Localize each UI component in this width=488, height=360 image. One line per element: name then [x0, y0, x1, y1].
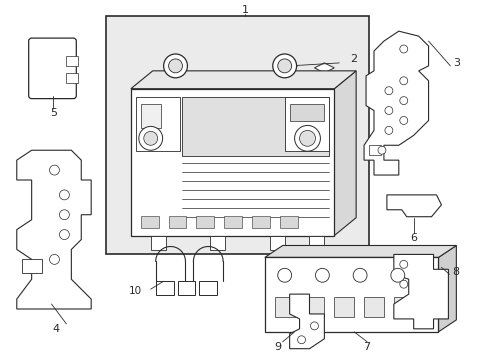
- Circle shape: [60, 210, 69, 220]
- Polygon shape: [210, 235, 224, 251]
- Circle shape: [384, 107, 392, 114]
- Text: 7: 7: [363, 342, 370, 352]
- Circle shape: [143, 131, 157, 145]
- Bar: [284, 96, 328, 151]
- Polygon shape: [386, 195, 441, 217]
- Polygon shape: [150, 235, 165, 251]
- Circle shape: [310, 322, 318, 330]
- Polygon shape: [269, 235, 284, 251]
- Circle shape: [399, 77, 407, 85]
- Bar: [182, 96, 328, 156]
- Bar: [334, 297, 353, 317]
- Polygon shape: [334, 71, 355, 235]
- Bar: [141, 104, 161, 129]
- Bar: [364, 297, 383, 317]
- Polygon shape: [264, 246, 455, 257]
- Circle shape: [49, 255, 60, 264]
- Bar: [274, 297, 294, 317]
- Bar: [168, 216, 186, 228]
- Polygon shape: [289, 294, 324, 349]
- Text: 3: 3: [452, 58, 459, 68]
- FancyBboxPatch shape: [29, 38, 76, 99]
- Bar: [368, 145, 380, 155]
- Bar: [393, 297, 413, 317]
- Polygon shape: [438, 246, 455, 332]
- Text: 4: 4: [53, 324, 60, 334]
- Circle shape: [399, 117, 407, 125]
- Polygon shape: [17, 150, 91, 309]
- Text: 6: 6: [409, 233, 416, 243]
- Circle shape: [60, 190, 69, 200]
- Circle shape: [277, 268, 291, 282]
- Text: 2: 2: [350, 54, 357, 64]
- Bar: [66, 56, 78, 66]
- Circle shape: [390, 268, 404, 282]
- Bar: [21, 260, 41, 273]
- Circle shape: [168, 59, 182, 73]
- Circle shape: [377, 146, 385, 154]
- Bar: [131, 89, 334, 235]
- Text: 5: 5: [50, 108, 57, 117]
- Bar: [279, 216, 297, 228]
- Polygon shape: [131, 71, 355, 89]
- Bar: [224, 216, 242, 228]
- Circle shape: [384, 87, 392, 95]
- Text: 1: 1: [241, 5, 248, 15]
- Bar: [264, 257, 438, 332]
- Bar: [155, 281, 173, 295]
- Circle shape: [49, 165, 60, 175]
- Bar: [177, 281, 195, 295]
- Circle shape: [399, 96, 407, 105]
- Circle shape: [294, 125, 320, 151]
- Circle shape: [60, 230, 69, 239]
- Circle shape: [399, 45, 407, 53]
- Polygon shape: [314, 63, 334, 73]
- Polygon shape: [393, 255, 447, 329]
- Circle shape: [299, 130, 315, 146]
- Circle shape: [272, 54, 296, 78]
- Circle shape: [277, 59, 291, 73]
- Circle shape: [384, 126, 392, 134]
- Circle shape: [297, 336, 305, 344]
- Bar: [66, 73, 78, 83]
- Bar: [251, 216, 269, 228]
- Text: 9: 9: [274, 342, 281, 352]
- Circle shape: [315, 268, 328, 282]
- Bar: [289, 104, 324, 121]
- Circle shape: [163, 54, 187, 78]
- Bar: [196, 216, 214, 228]
- Bar: [304, 297, 324, 317]
- Circle shape: [352, 268, 366, 282]
- Bar: [106, 16, 368, 255]
- Circle shape: [399, 260, 407, 268]
- Circle shape: [139, 126, 163, 150]
- Bar: [141, 216, 158, 228]
- Text: 8: 8: [451, 267, 458, 277]
- Polygon shape: [364, 31, 427, 175]
- Bar: [136, 96, 180, 151]
- Bar: [199, 281, 217, 295]
- Circle shape: [399, 280, 407, 288]
- Text: 10: 10: [129, 286, 142, 296]
- Polygon shape: [309, 235, 324, 251]
